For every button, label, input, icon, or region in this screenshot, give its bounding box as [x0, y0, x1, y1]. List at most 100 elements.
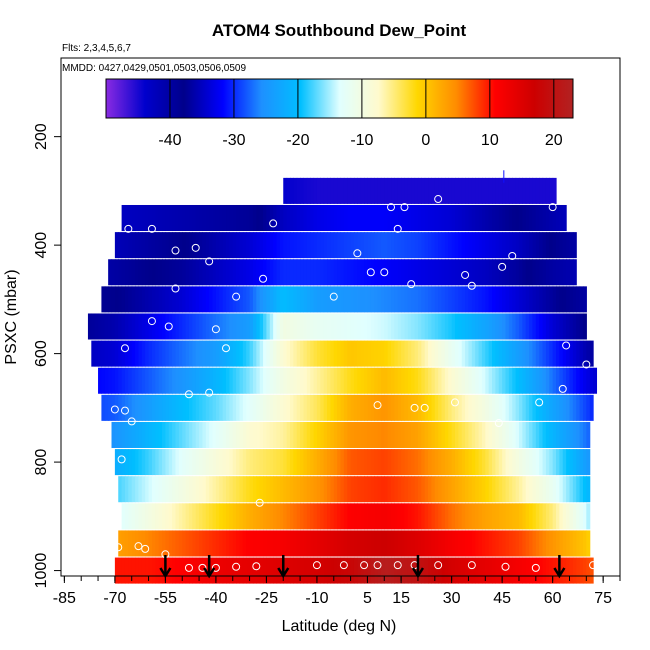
heatmap-cell [131, 449, 136, 476]
heatmap-cell [259, 367, 264, 394]
heatmap-cell [135, 259, 140, 286]
heatmap-cell [148, 476, 153, 503]
heatmap-cell [242, 367, 247, 394]
heatmap-cell [347, 177, 352, 204]
heatmap-cell [350, 259, 355, 286]
heatmap-cell [148, 286, 153, 313]
heatmap-cell [582, 449, 587, 476]
heatmap-cell [195, 259, 200, 286]
heatmap-cell [202, 204, 207, 232]
heatmap-cell [205, 340, 210, 367]
colorbar-tick-label: -30 [222, 132, 245, 149]
heatmap-cell [320, 530, 325, 557]
heatmap-cell [249, 476, 254, 503]
heatmap-cell [431, 286, 436, 313]
heatmap-cell [135, 476, 140, 503]
heatmap-cell [205, 557, 210, 584]
heatmap-cell [512, 259, 517, 286]
heatmap-cell [364, 204, 369, 232]
heatmap-cell [188, 259, 193, 286]
heatmap-cell [384, 177, 389, 204]
heatmap-cell [545, 421, 550, 448]
heatmap-cell [239, 340, 244, 367]
heatmap-cell [199, 421, 204, 448]
heatmap-cell [475, 232, 480, 259]
heatmap-cell [340, 449, 345, 476]
heatmap-cell [269, 394, 274, 421]
heatmap-cell [276, 204, 281, 232]
heatmap-cell [414, 367, 419, 394]
heatmap-cell [569, 530, 574, 557]
heatmap-cell [232, 286, 237, 313]
heatmap-cell [468, 421, 473, 448]
heatmap-cell [471, 177, 476, 204]
heatmap-cell [364, 476, 369, 503]
heatmap-cell [162, 232, 166, 259]
heatmap-cell [300, 340, 305, 367]
heatmap-cell [269, 421, 274, 448]
heatmap-cell [367, 476, 372, 503]
heatmap-cell [569, 259, 574, 286]
heatmap-cell [279, 204, 284, 232]
heatmap-cell [515, 449, 520, 476]
heatmap-cell [428, 204, 433, 232]
heatmap-cell [377, 232, 382, 259]
heatmap-cell [532, 313, 537, 340]
heatmap-cell [397, 394, 402, 421]
heatmap-cell [337, 449, 342, 476]
heatmap-cell [428, 177, 433, 204]
heatmap-cell [313, 232, 318, 259]
heatmap-cell [505, 476, 510, 503]
heatmap-cell [478, 367, 483, 394]
heatmap-cell [195, 476, 200, 503]
heatmap-cell [205, 421, 210, 448]
heatmap-cell [451, 313, 456, 340]
heatmap-cell [485, 259, 490, 286]
heatmap-cell [199, 367, 204, 394]
heatmap-cell [135, 530, 140, 557]
heatmap-cell [579, 394, 584, 421]
heatmap-cell [296, 421, 301, 448]
heatmap-cell [407, 367, 412, 394]
heatmap-cell [219, 394, 224, 421]
heatmap-cell [215, 503, 220, 530]
heatmap-cell [111, 340, 116, 367]
heatmap-cell [566, 530, 571, 557]
heatmap-cell [151, 232, 156, 259]
heatmap-cell [357, 394, 362, 421]
heatmap-cell [478, 232, 483, 259]
heatmap-cell [522, 286, 527, 313]
heatmap-cell [195, 286, 200, 313]
heatmap-cell [162, 286, 166, 313]
heatmap-cell [431, 530, 436, 557]
heatmap-cell [559, 503, 564, 530]
heatmap-cell [124, 367, 129, 394]
heatmap-cell [327, 259, 331, 286]
heatmap-cell [222, 530, 227, 557]
heatmap-cell [549, 449, 554, 476]
heatmap-cell [498, 313, 503, 340]
heatmap-cell [114, 313, 119, 340]
heatmap-cell [205, 503, 210, 530]
heatmap-cell [101, 340, 106, 367]
heatmap-cell [215, 204, 220, 232]
heatmap-cell [384, 394, 389, 421]
heatmap-cell [118, 313, 123, 340]
heatmap-cell [101, 394, 106, 421]
heatmap-cell [209, 394, 214, 421]
heatmap-cell [468, 313, 473, 340]
heatmap-cell [296, 313, 301, 340]
heatmap-cell [279, 232, 284, 259]
heatmap-cell [232, 421, 237, 448]
heatmap-cell [289, 340, 294, 367]
heatmap-cell [192, 530, 197, 557]
heatmap-cell [192, 394, 197, 421]
heatmap-cell [111, 367, 116, 394]
heatmap-cell [316, 313, 321, 340]
heatmap-cell [357, 313, 362, 340]
heatmap-cell [572, 530, 577, 557]
heatmap-cell [320, 557, 325, 584]
heatmap-cell [316, 367, 321, 394]
heatmap-cell [98, 367, 103, 394]
heatmap-cell [141, 476, 146, 503]
